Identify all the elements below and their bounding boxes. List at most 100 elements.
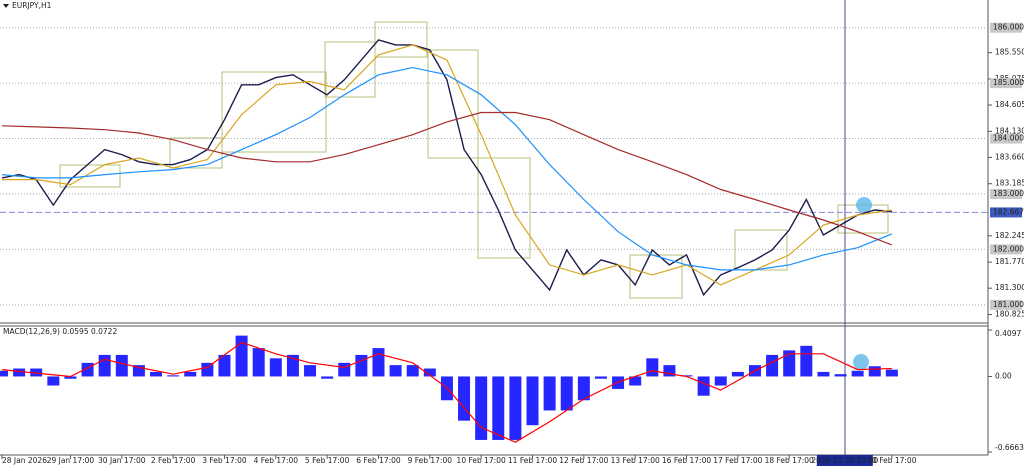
histogram-bar	[817, 371, 830, 377]
range-box	[427, 49, 479, 159]
histogram-bar	[646, 358, 659, 377]
x-tick-label: 5 Feb 17:00	[305, 456, 350, 465]
histogram-bar	[355, 354, 368, 377]
level-label-box	[990, 188, 1022, 199]
histogram-bar	[150, 371, 163, 377]
histogram-bar	[235, 335, 248, 377]
histogram-bar	[800, 345, 813, 377]
range-box	[324, 41, 376, 98]
series-line	[1, 66, 893, 271]
histogram-bar	[115, 354, 128, 377]
level-label-box	[990, 244, 1022, 255]
histogram-bar	[13, 368, 26, 377]
histogram-bar	[680, 375, 693, 377]
x-tick-label: 2026.02.20 03:00	[811, 456, 878, 465]
x-tick-label: 16 Feb 17:00	[662, 456, 711, 465]
y-tick-label: 182.245	[995, 231, 1024, 240]
histogram-bar	[132, 365, 145, 377]
y-tick-label: 180.825	[995, 310, 1024, 319]
y-tick-label: 185.550	[995, 48, 1024, 57]
marker	[856, 197, 872, 213]
histogram-bar	[252, 348, 265, 377]
level-label: 181.000	[993, 300, 1024, 309]
y-tick-label: -0.6663	[995, 443, 1024, 452]
histogram-bar	[560, 376, 573, 411]
series-line	[1, 341, 892, 443]
x-tick-label: 30 Jan 17:00	[98, 456, 146, 465]
range-box	[221, 71, 327, 153]
y-tick-label: 181.300	[995, 283, 1024, 292]
y-tick-label: 184.130	[995, 126, 1024, 135]
histogram-bar	[47, 376, 60, 386]
histogram-bar	[663, 365, 676, 377]
range-box	[734, 229, 788, 271]
histogram-bar	[269, 358, 282, 377]
y-tick-label: 0.4097	[995, 329, 1021, 338]
y-tick-label: 183.185	[995, 179, 1024, 188]
marker	[853, 354, 869, 370]
histogram-bar	[526, 376, 539, 426]
histogram-bar	[697, 376, 710, 396]
histogram-bar	[167, 375, 180, 377]
range-box	[477, 157, 531, 259]
x-tick-label: 28 Jan 2026	[2, 456, 47, 465]
histogram-bar	[218, 354, 231, 377]
range-box	[59, 164, 121, 188]
series-line	[2, 44, 892, 286]
histogram-bar	[714, 376, 727, 386]
series-line	[1, 111, 893, 246]
histogram-bar	[286, 354, 299, 377]
x-tick-label: 13 Feb 17:00	[611, 456, 660, 465]
x-tick-label: 4 Feb 17:00	[254, 456, 299, 465]
series-line	[1, 39, 892, 297]
macd-title: MACD(12,26,9) 0.0595 0.0722	[3, 327, 117, 336]
histogram-bar	[868, 366, 881, 377]
level-label-box	[990, 78, 1022, 89]
histogram-bar	[389, 365, 402, 377]
boxes	[59, 21, 889, 299]
x-tick-label: 11 Feb 17:00	[508, 456, 557, 465]
histogram-bar	[834, 374, 847, 377]
histogram-bar	[458, 376, 471, 421]
level-label: 182.000	[993, 244, 1024, 253]
x-tick-label: 29 Jan 17:00	[47, 456, 95, 465]
histogram-bar	[64, 376, 77, 379]
menu-arrow[interactable]	[3, 4, 9, 8]
range-box	[629, 254, 683, 299]
histogram-bar	[98, 354, 111, 377]
histogram-bar	[731, 371, 744, 377]
y-tick-label: 184.605	[995, 100, 1024, 109]
x-tick-label: 6 Feb 17:00	[356, 456, 401, 465]
histogram-bar	[492, 376, 505, 440]
histogram-bar	[30, 368, 43, 377]
histogram-bar	[629, 376, 642, 386]
level-label: 184.000	[993, 134, 1024, 143]
histogram-bar	[766, 354, 779, 377]
level-label-box	[990, 133, 1022, 144]
x-tick-label: 9 Feb 17:00	[408, 456, 453, 465]
histogram-bar	[885, 369, 898, 377]
x-tick-highlight	[816, 455, 873, 466]
x-tick-label: 20 Feb 17:00	[867, 456, 916, 465]
level-label: 185.000	[993, 78, 1024, 87]
histogram-bar	[543, 376, 556, 411]
x-tick-label: 17 Feb 17:00	[713, 456, 762, 465]
x-tick-label: 3 Feb 17:00	[202, 456, 247, 465]
range-box	[374, 21, 428, 58]
histogram-bar	[509, 376, 522, 440]
current-price-box	[990, 207, 1022, 218]
x-tick-label: 10 Feb 17:00	[457, 456, 506, 465]
y-tick-label: 181.770	[995, 257, 1024, 266]
histogram-bar	[783, 350, 796, 377]
histogram-bar	[372, 348, 385, 377]
x-tick-label: 18 Feb 17:00	[765, 456, 814, 465]
current-price-label: 182.667	[993, 207, 1024, 216]
y-tick-label: 183.660	[995, 152, 1024, 161]
histogram-bar	[304, 365, 317, 377]
histogram-bar	[406, 365, 419, 377]
histogram-bar	[0, 370, 8, 377]
histogram-bar	[577, 376, 590, 401]
level-label: 183.000	[993, 189, 1024, 198]
